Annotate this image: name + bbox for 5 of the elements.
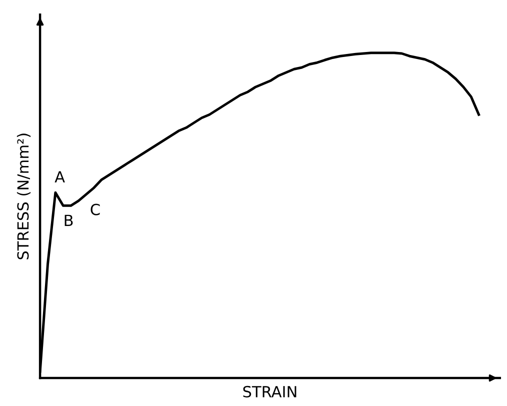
annotation: C bbox=[90, 204, 100, 216]
y-axis-title: STRESS (N/mm²) bbox=[16, 134, 31, 260]
annotation: B bbox=[64, 214, 73, 226]
x-axis-title: STRAIN bbox=[243, 386, 296, 398]
annotation: A bbox=[54, 171, 65, 182]
